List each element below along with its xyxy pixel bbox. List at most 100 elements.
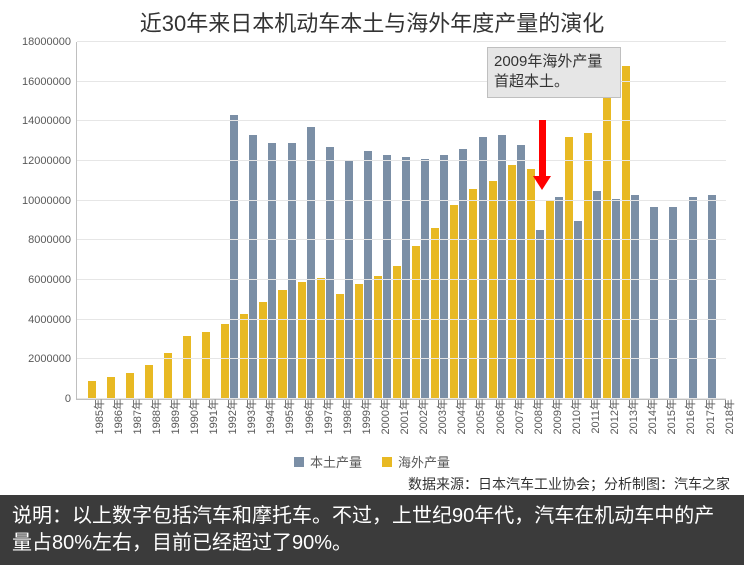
- bar-group: 1995年: [268, 42, 287, 399]
- x-axis-label: 1999年: [358, 399, 374, 434]
- grid-line: [77, 200, 726, 201]
- x-axis-label: 1986年: [110, 399, 126, 434]
- bar-group: 2014年: [631, 42, 650, 399]
- bar-group: 2002年: [402, 42, 421, 399]
- bar-group: 1990年: [172, 42, 191, 399]
- chart-container: 近30年来日本机动车本土与海外年度产量的演化 1985年1986年1987年19…: [0, 0, 744, 495]
- y-axis-label: 2000000: [28, 353, 71, 365]
- x-axis-label: 2010年: [568, 399, 584, 434]
- y-axis-label: 0: [65, 393, 71, 405]
- bar-overseas: [145, 365, 153, 399]
- bar-domestic: [593, 191, 601, 399]
- x-axis-label: 2006年: [492, 399, 508, 434]
- y-axis-label: 8000000: [28, 234, 71, 246]
- x-axis-label: 2013年: [625, 399, 641, 434]
- source-text: 数据来源：日本汽车工业协会；分析制图：汽车之家: [408, 474, 730, 494]
- bar-domestic: [498, 135, 506, 399]
- bar-group: 2016年: [669, 42, 688, 399]
- bar-domestic: [268, 143, 276, 399]
- legend-label: 海外产量: [398, 452, 450, 471]
- x-axis-label: 1988年: [148, 399, 164, 434]
- grid-line: [77, 239, 726, 240]
- x-axis-label: 1991年: [205, 399, 221, 434]
- y-axis-label: 16000000: [22, 76, 71, 88]
- x-axis-label: 2000年: [377, 399, 393, 434]
- x-axis-label: 1989年: [167, 399, 183, 434]
- y-axis-label: 18000000: [22, 36, 71, 48]
- bar-group: 1994年: [249, 42, 268, 399]
- grid-line: [77, 41, 726, 42]
- bar-overseas: [431, 228, 439, 399]
- legend-item: 海外产量: [382, 452, 450, 471]
- arrow-head: [533, 176, 551, 190]
- bar-overseas: [317, 278, 325, 399]
- legend-swatch: [294, 457, 304, 467]
- bar-domestic: [249, 135, 257, 399]
- bar-group: 2003年: [421, 42, 440, 399]
- x-axis-label: 2001年: [396, 399, 412, 434]
- bar-domestic: [383, 155, 391, 399]
- bar-group: 1985年: [77, 42, 96, 399]
- bar-domestic: [650, 207, 658, 399]
- bar-overseas: [259, 302, 267, 399]
- x-axis-label: 2009年: [549, 399, 565, 434]
- y-axis-label: 4000000: [28, 314, 71, 326]
- x-axis-label: 2014年: [644, 399, 660, 434]
- bar-overseas: [374, 276, 382, 399]
- x-axis-label: 2008年: [530, 399, 546, 434]
- bar-domestic: [669, 207, 677, 399]
- grid-line: [77, 81, 726, 82]
- x-axis-label: 2016年: [682, 399, 698, 434]
- bar-domestic: [708, 195, 716, 399]
- bar-overseas: [221, 324, 229, 399]
- bar-group: 1992年: [211, 42, 230, 399]
- bar-group: 2015年: [650, 42, 669, 399]
- bar-domestic: [574, 221, 582, 400]
- x-axis-label: 2015年: [663, 399, 679, 434]
- chart-title: 近30年来日本机动车本土与海外年度产量的演化: [0, 0, 744, 40]
- legend-item: 本土产量: [294, 452, 362, 471]
- x-axis-label: 1992年: [224, 399, 240, 434]
- bar-overseas: [298, 282, 306, 399]
- grid-line: [77, 120, 726, 121]
- bar-domestic: [612, 199, 620, 399]
- x-axis-label: 1994年: [262, 399, 278, 434]
- bar-overseas: [88, 381, 96, 399]
- bar-group: 1988年: [134, 42, 153, 399]
- bar-group: 1989年: [153, 42, 172, 399]
- bar-domestic: [536, 230, 544, 399]
- arrow-shaft: [539, 120, 546, 176]
- grid-line: [77, 319, 726, 320]
- legend-swatch: [382, 457, 392, 467]
- x-axis-label: 1990年: [186, 399, 202, 434]
- plot-area: 1985年1986年1987年1988年1989年1990年1991年1992年…: [76, 42, 726, 400]
- bar-overseas: [450, 205, 458, 399]
- bar-overseas: [355, 284, 363, 399]
- x-axis-label: 2003年: [434, 399, 450, 434]
- bar-overseas: [278, 290, 286, 399]
- x-axis-label: 1996年: [301, 399, 317, 434]
- y-axis-label: 10000000: [22, 195, 71, 207]
- bar-overseas: [622, 66, 630, 399]
- bar-group: 1986年: [96, 42, 115, 399]
- y-axis-label: 14000000: [22, 115, 71, 127]
- y-axis-label: 12000000: [22, 155, 71, 167]
- bar-overseas: [107, 377, 115, 399]
- bar-group: 1991年: [192, 42, 211, 399]
- bar-overseas: [565, 137, 573, 399]
- bar-overseas: [603, 86, 611, 399]
- footer-text: 说明：以上数字包括汽车和摩托车。不过，上世纪90年代，汽车在机动车中的产量占80…: [12, 503, 732, 557]
- grid-line: [77, 279, 726, 280]
- annotation-arrow: [535, 120, 549, 190]
- bar-group: 1993年: [230, 42, 249, 399]
- footer-note: 说明：以上数字包括汽车和摩托车。不过，上世纪90年代，汽车在机动车中的产量占80…: [0, 495, 744, 565]
- bar-domestic: [345, 161, 353, 399]
- bar-overseas: [489, 181, 497, 399]
- grid-line: [77, 398, 726, 399]
- bar-domestic: [364, 151, 372, 399]
- grid-line: [77, 358, 726, 359]
- bar-domestic: [440, 155, 448, 399]
- bars-area: 1985年1986年1987年1988年1989年1990年1991年1992年…: [77, 42, 726, 399]
- grid-line: [77, 160, 726, 161]
- x-axis-label: 1985年: [91, 399, 107, 434]
